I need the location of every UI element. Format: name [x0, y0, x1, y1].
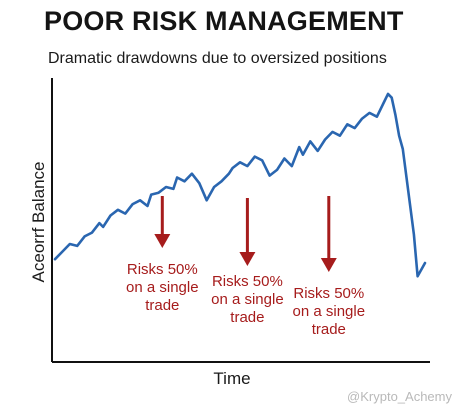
- annotation-label-line: Risks 50%: [212, 273, 283, 290]
- chart-title: POOR RISK MANAGEMENT: [44, 6, 404, 36]
- x-axis-label: Time: [213, 369, 250, 388]
- annotation-label-line: on a single: [293, 303, 366, 320]
- annotation-label-line: on a single: [126, 279, 199, 296]
- annotation-label-line: trade: [145, 297, 179, 314]
- annotation-arrow-head: [239, 252, 256, 266]
- annotation-label-line: trade: [230, 309, 264, 326]
- annotation-arrow-head: [320, 258, 337, 272]
- watermark-text: @Krypto_Achemy: [347, 389, 452, 404]
- balance-line: [53, 92, 427, 278]
- annotation-label-line: on a single: [211, 291, 284, 308]
- chart-subtitle: Dramatic drawdowns due to oversized posi…: [48, 50, 387, 67]
- annotation-arrow-head: [154, 234, 171, 248]
- y-axis-label: Aceorrf Balance: [29, 162, 48, 283]
- annotation-label-line: trade: [312, 321, 346, 338]
- annotation-label-line: Risks 50%: [127, 261, 198, 278]
- annotation-label-line: Risks 50%: [293, 285, 364, 302]
